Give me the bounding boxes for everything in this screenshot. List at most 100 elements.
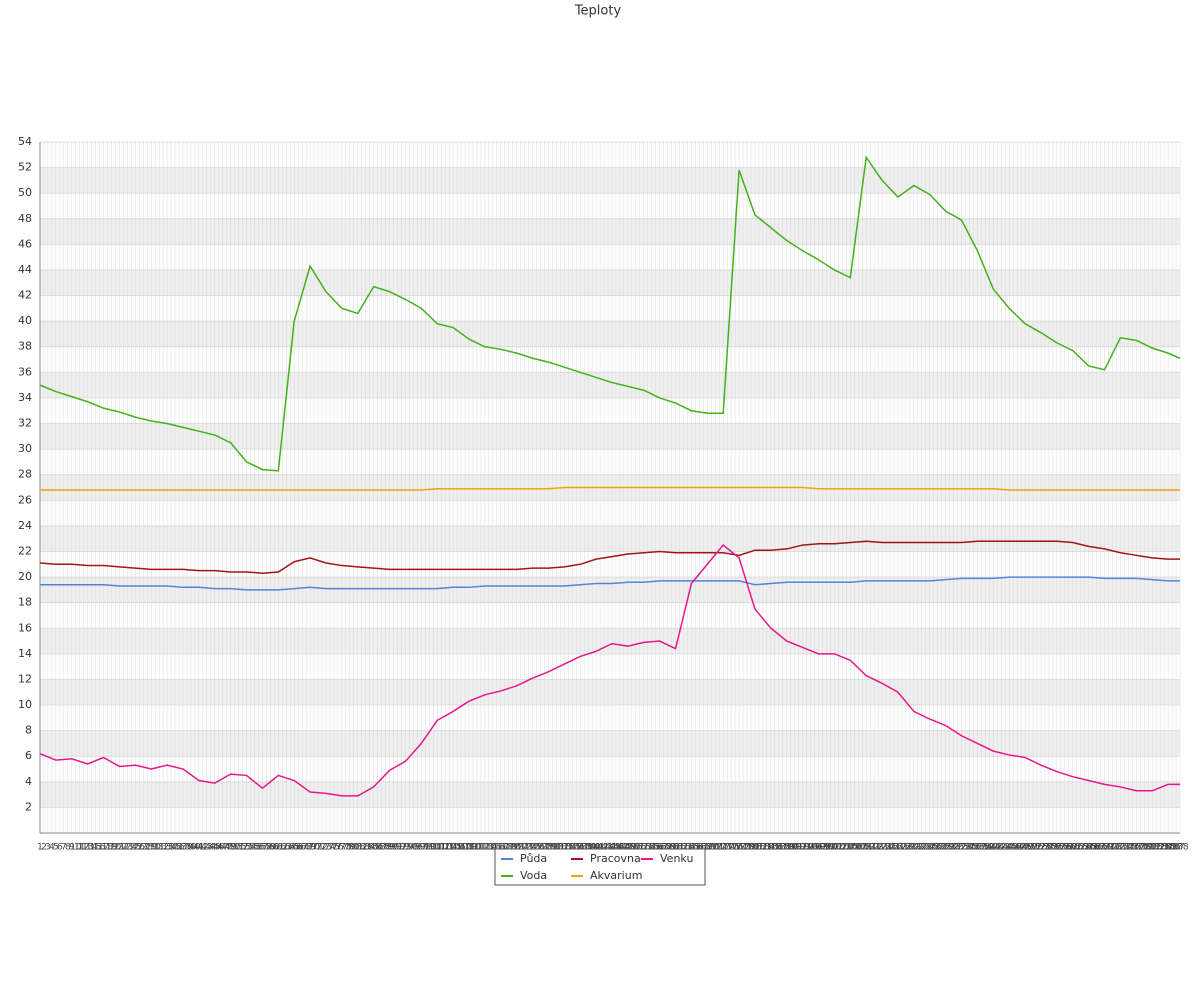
x-tick-label: 215 [881, 843, 898, 853]
x-tick-label: 27 [138, 843, 149, 853]
x-tick-label: 108 [456, 843, 473, 853]
x-tick-label: 200 [822, 843, 839, 853]
y-tick-label: 54 [18, 135, 32, 148]
x-tick-label: 274 [1116, 843, 1133, 853]
y-tick-label: 22 [18, 544, 32, 557]
x-tick-label: 225 [921, 843, 938, 853]
x-tick-label: 33 [161, 843, 172, 853]
x-tick-label: 90 [388, 843, 400, 853]
x-tick-label: 205 [842, 843, 859, 853]
x-tick-label: 196 [806, 843, 823, 853]
x-tick-label: 9 [69, 843, 75, 853]
x-tick-label: 221 [905, 843, 922, 853]
x-tick-label: 260 [1060, 843, 1077, 853]
x-tick-label: 78 [340, 843, 352, 853]
x-tick-label: 154 [639, 843, 656, 853]
x-tick-label: 244 [997, 843, 1014, 853]
x-tick-label: 288 [1171, 843, 1188, 853]
x-tick-label: 47 [217, 843, 228, 853]
x-tick-label: 168 [695, 843, 712, 853]
x-tick-label: 265 [1080, 843, 1097, 853]
x-tick-label: 270 [1100, 843, 1117, 853]
x-tick-label: 185 [762, 843, 779, 853]
x-tick-label: 71 [312, 843, 323, 853]
x-tick-label: 22 [118, 843, 129, 853]
y-tick-label: 46 [18, 237, 32, 250]
x-tick-label: 233 [953, 843, 970, 853]
y-tick-label: 10 [18, 698, 32, 711]
x-tick-label: 30 [149, 843, 161, 853]
x-tick-label: 256 [1044, 843, 1061, 853]
x-tick-label: 202 [830, 843, 847, 853]
x-tick-label: 104 [441, 843, 458, 853]
x-tick-label: 266 [1084, 843, 1101, 853]
y-tick-label: 4 [25, 775, 32, 788]
x-tick-label: 267 [1088, 843, 1105, 853]
x-tick-label: 160 [663, 843, 680, 853]
x-tick-label: 112 [472, 843, 489, 853]
x-tick-label: 253 [1032, 843, 1049, 853]
x-tick-label: 212 [870, 843, 887, 853]
x-tick-label: 232 [949, 843, 966, 853]
x-tick-label: 21 [114, 843, 125, 853]
x-tick-label: 96 [412, 843, 424, 853]
x-tick-label: 51 [233, 843, 244, 853]
y-tick-label: 2 [25, 800, 32, 813]
x-tick-label: 130 [544, 843, 561, 853]
y-tick-label: 48 [18, 212, 32, 225]
x-tick-label: 235 [961, 843, 978, 853]
x-tick-label: 89 [384, 843, 396, 853]
x-tick-label: 234 [957, 843, 974, 853]
x-tick-label: 17 [98, 843, 109, 853]
y-tick-label: 52 [18, 161, 32, 174]
y-tick-label: 8 [25, 724, 32, 737]
x-tick-label: 120 [504, 843, 521, 853]
y-tick-label: 6 [25, 749, 32, 762]
x-tick-label: 132 [552, 843, 569, 853]
x-tick-label: 159 [659, 843, 676, 853]
x-tick-label: 85 [368, 843, 379, 853]
x-tick-label: 94 [404, 843, 416, 853]
x-tick-label: 77 [336, 843, 347, 853]
x-tick-label: 82 [356, 843, 367, 853]
x-tick-label: 20 [110, 843, 122, 853]
x-tick-label: 128 [536, 843, 553, 853]
x-tick-label: 101 [429, 843, 446, 853]
x-tick-label: 167 [691, 843, 708, 853]
x-tick-label: 176 [727, 843, 744, 853]
x-tick-label: 150 [623, 843, 640, 853]
x-tick-label: 129 [540, 843, 557, 853]
x-tick-label: 177 [731, 843, 748, 853]
x-tick-label: 224 [917, 843, 934, 853]
x-tick-label: 126 [528, 843, 545, 853]
x-tick-label: 48 [221, 843, 233, 853]
x-tick-label: 191 [786, 843, 803, 853]
x-tick-label: 45 [209, 843, 220, 853]
x-tick-label: 241 [985, 843, 1002, 853]
x-tick-label: 2 [41, 843, 47, 853]
x-tick-label: 171 [707, 843, 724, 853]
grid-band [40, 167, 1180, 194]
x-tick-label: 43 [201, 843, 212, 853]
x-tick-label: 6 [57, 843, 63, 853]
y-tick-label: 40 [18, 314, 32, 327]
x-tick-label: 42 [197, 843, 208, 853]
x-tick-label: 58 [261, 843, 273, 853]
x-tick-label: 190 [782, 843, 799, 853]
grid-band [40, 218, 1180, 245]
x-tick-label: 175 [723, 843, 740, 853]
x-tick-label: 146 [607, 843, 624, 853]
x-tick-label: 66 [292, 843, 304, 853]
x-tick-label: 24 [126, 843, 138, 853]
x-tick-label: 88 [380, 843, 392, 853]
y-tick-label: 34 [18, 391, 32, 404]
x-tick-label: 5 [53, 843, 59, 853]
x-tick-label: 261 [1064, 843, 1081, 853]
x-tick-label: 281 [1144, 843, 1161, 853]
x-tick-label: 65 [288, 843, 299, 853]
x-tick-label: 49 [225, 843, 237, 853]
x-tick-label: 19 [106, 843, 118, 853]
x-tick-label: 173 [715, 843, 732, 853]
series-line [40, 486, 1180, 491]
